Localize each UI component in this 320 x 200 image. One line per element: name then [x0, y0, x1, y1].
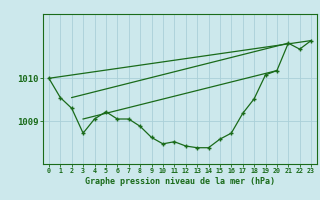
X-axis label: Graphe pression niveau de la mer (hPa): Graphe pression niveau de la mer (hPa) [85, 177, 275, 186]
